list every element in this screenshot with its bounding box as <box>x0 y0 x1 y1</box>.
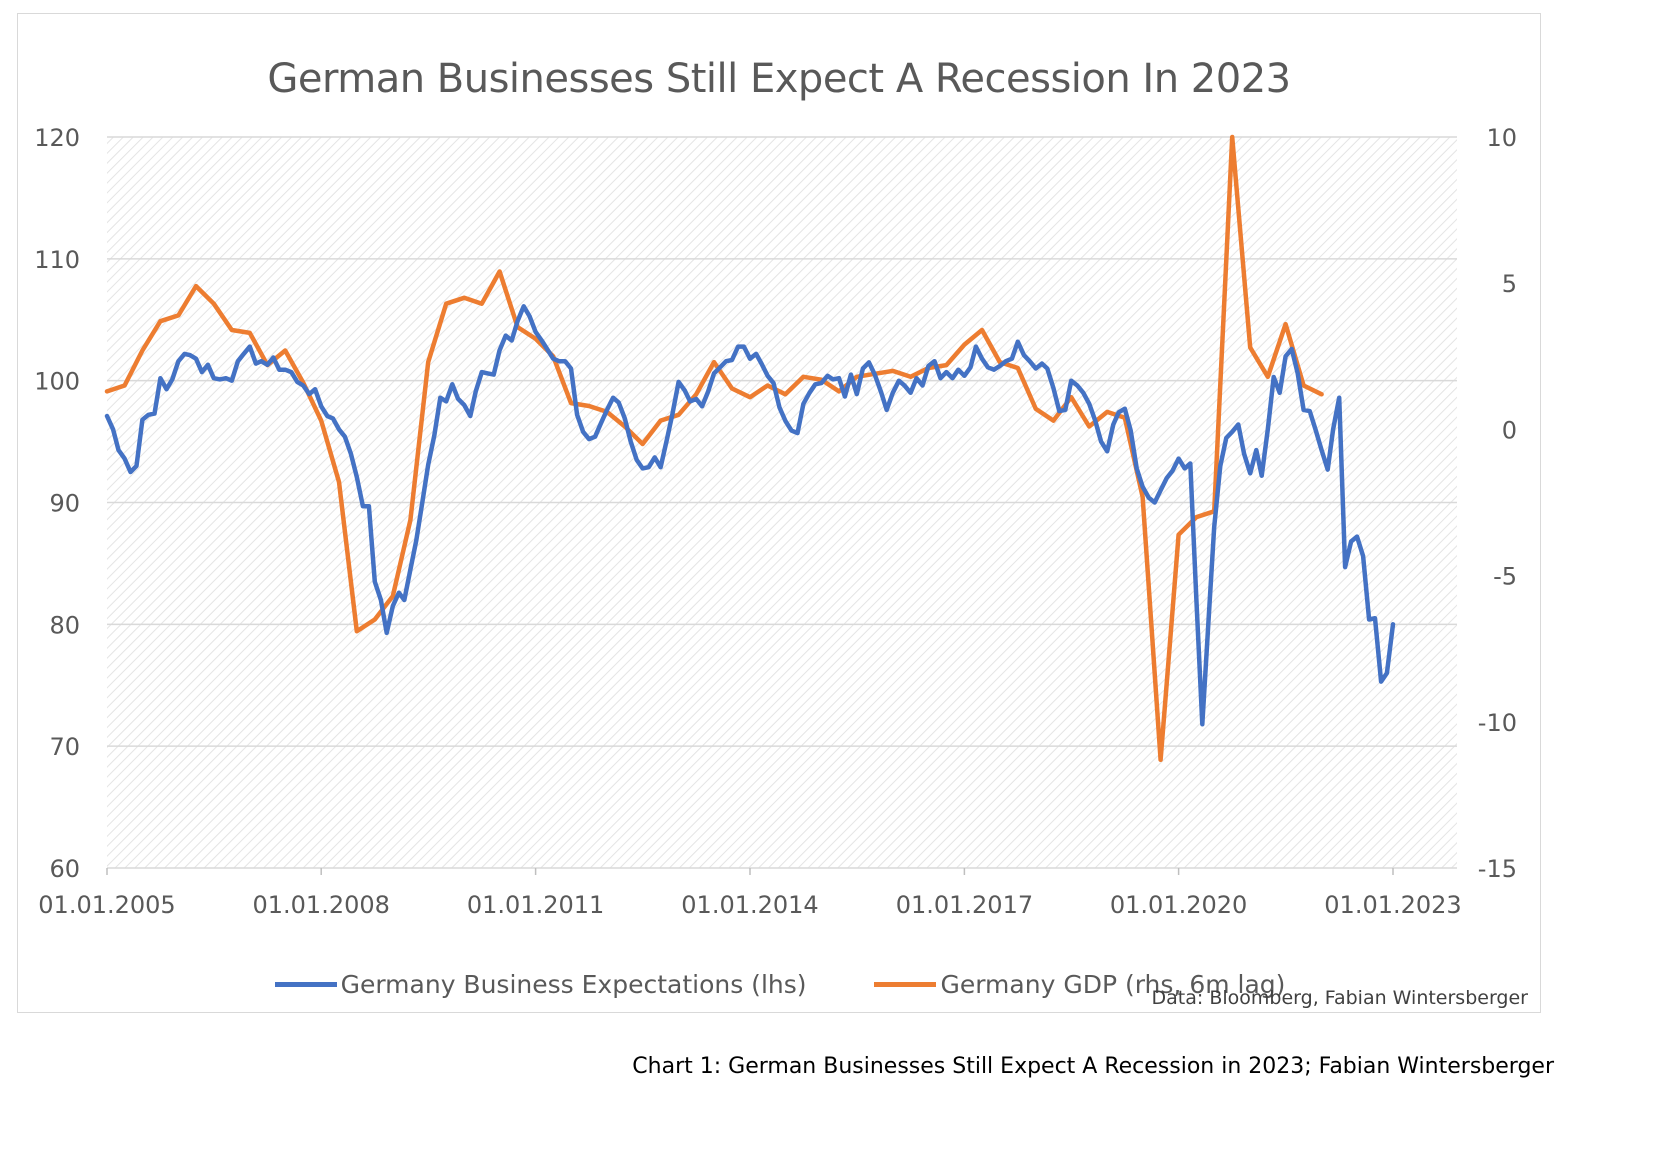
x-axis-tick-label: 01.01.2023 <box>1324 891 1461 919</box>
x-axis-tick-label: 01.01.2005 <box>38 891 175 919</box>
left-axis-tick-label: 80 <box>49 611 80 639</box>
right-axis-tick-label: -10 <box>1478 709 1517 737</box>
right-axis-tick-label: -5 <box>1493 563 1517 591</box>
x-axis-tick-label: 01.01.2011 <box>467 891 604 919</box>
x-axis-tick-label: 01.01.2017 <box>896 891 1033 919</box>
left-axis-tick-labels: 60 70 80 90 100 110 120 <box>34 124 80 883</box>
right-axis-tick-label: -15 <box>1478 855 1517 883</box>
left-axis-tick-label: 110 <box>34 246 80 274</box>
chart-plot: 60 70 80 90 100 110 120 -15 -10 -5 0 5 10 01.01.200… <box>34 124 1517 919</box>
legend-label-gdp: Germany GDP (rhs, 6m lag) <box>940 970 1286 999</box>
figure-caption: Chart 1: German Businesses Still Expect … <box>632 1054 1554 1079</box>
left-axis-tick-label: 70 <box>49 733 80 761</box>
series-line-business-expectations <box>104 304 1396 727</box>
right-axis-tick-label: 5 <box>1502 270 1517 298</box>
legend-label-business-expectations: Germany Business Expectations (lhs) <box>340 970 807 999</box>
left-axis-tick-label: 90 <box>49 490 80 518</box>
legend-swatch-gdp <box>874 982 937 987</box>
x-axis-tick-label: 01.01.2014 <box>681 891 818 919</box>
series-lines <box>104 134 1396 763</box>
legend-swatch-business-expectations <box>274 982 337 987</box>
legend: Germany Business Expectations (lhs) Germ… <box>18 964 1542 999</box>
chart-title: German Businesses Still Expect A Recessi… <box>267 56 1291 102</box>
legend-item-gdp: Germany GDP (rhs, 6m lag) <box>874 970 1285 999</box>
left-axis-tick-label: 60 <box>49 855 80 883</box>
right-axis-tick-label: 10 <box>1486 124 1517 152</box>
x-axis-tick-label: 01.01.2008 <box>252 891 389 919</box>
right-axis-tick-labels: -15 -10 -5 0 5 10 <box>1478 124 1517 883</box>
legend-item-business-expectations: Germany Business Expectations (lhs) <box>274 970 807 999</box>
right-axis-tick-label: 0 <box>1502 416 1517 444</box>
chart-panel: German Businesses Still Expect A Recessi… <box>17 13 1541 1013</box>
left-axis-tick-label: 100 <box>34 368 80 396</box>
source-note: Data: Bloomberg, Fabian Wintersberger <box>1151 987 1528 1009</box>
left-axis-tick-label: 120 <box>34 124 80 152</box>
x-axis-tick-labels: 01.01.2005 01.01.2008 01.01.2011 01.01.2014… <box>38 868 1462 919</box>
x-axis-tick-label: 01.01.2020 <box>1110 891 1247 919</box>
